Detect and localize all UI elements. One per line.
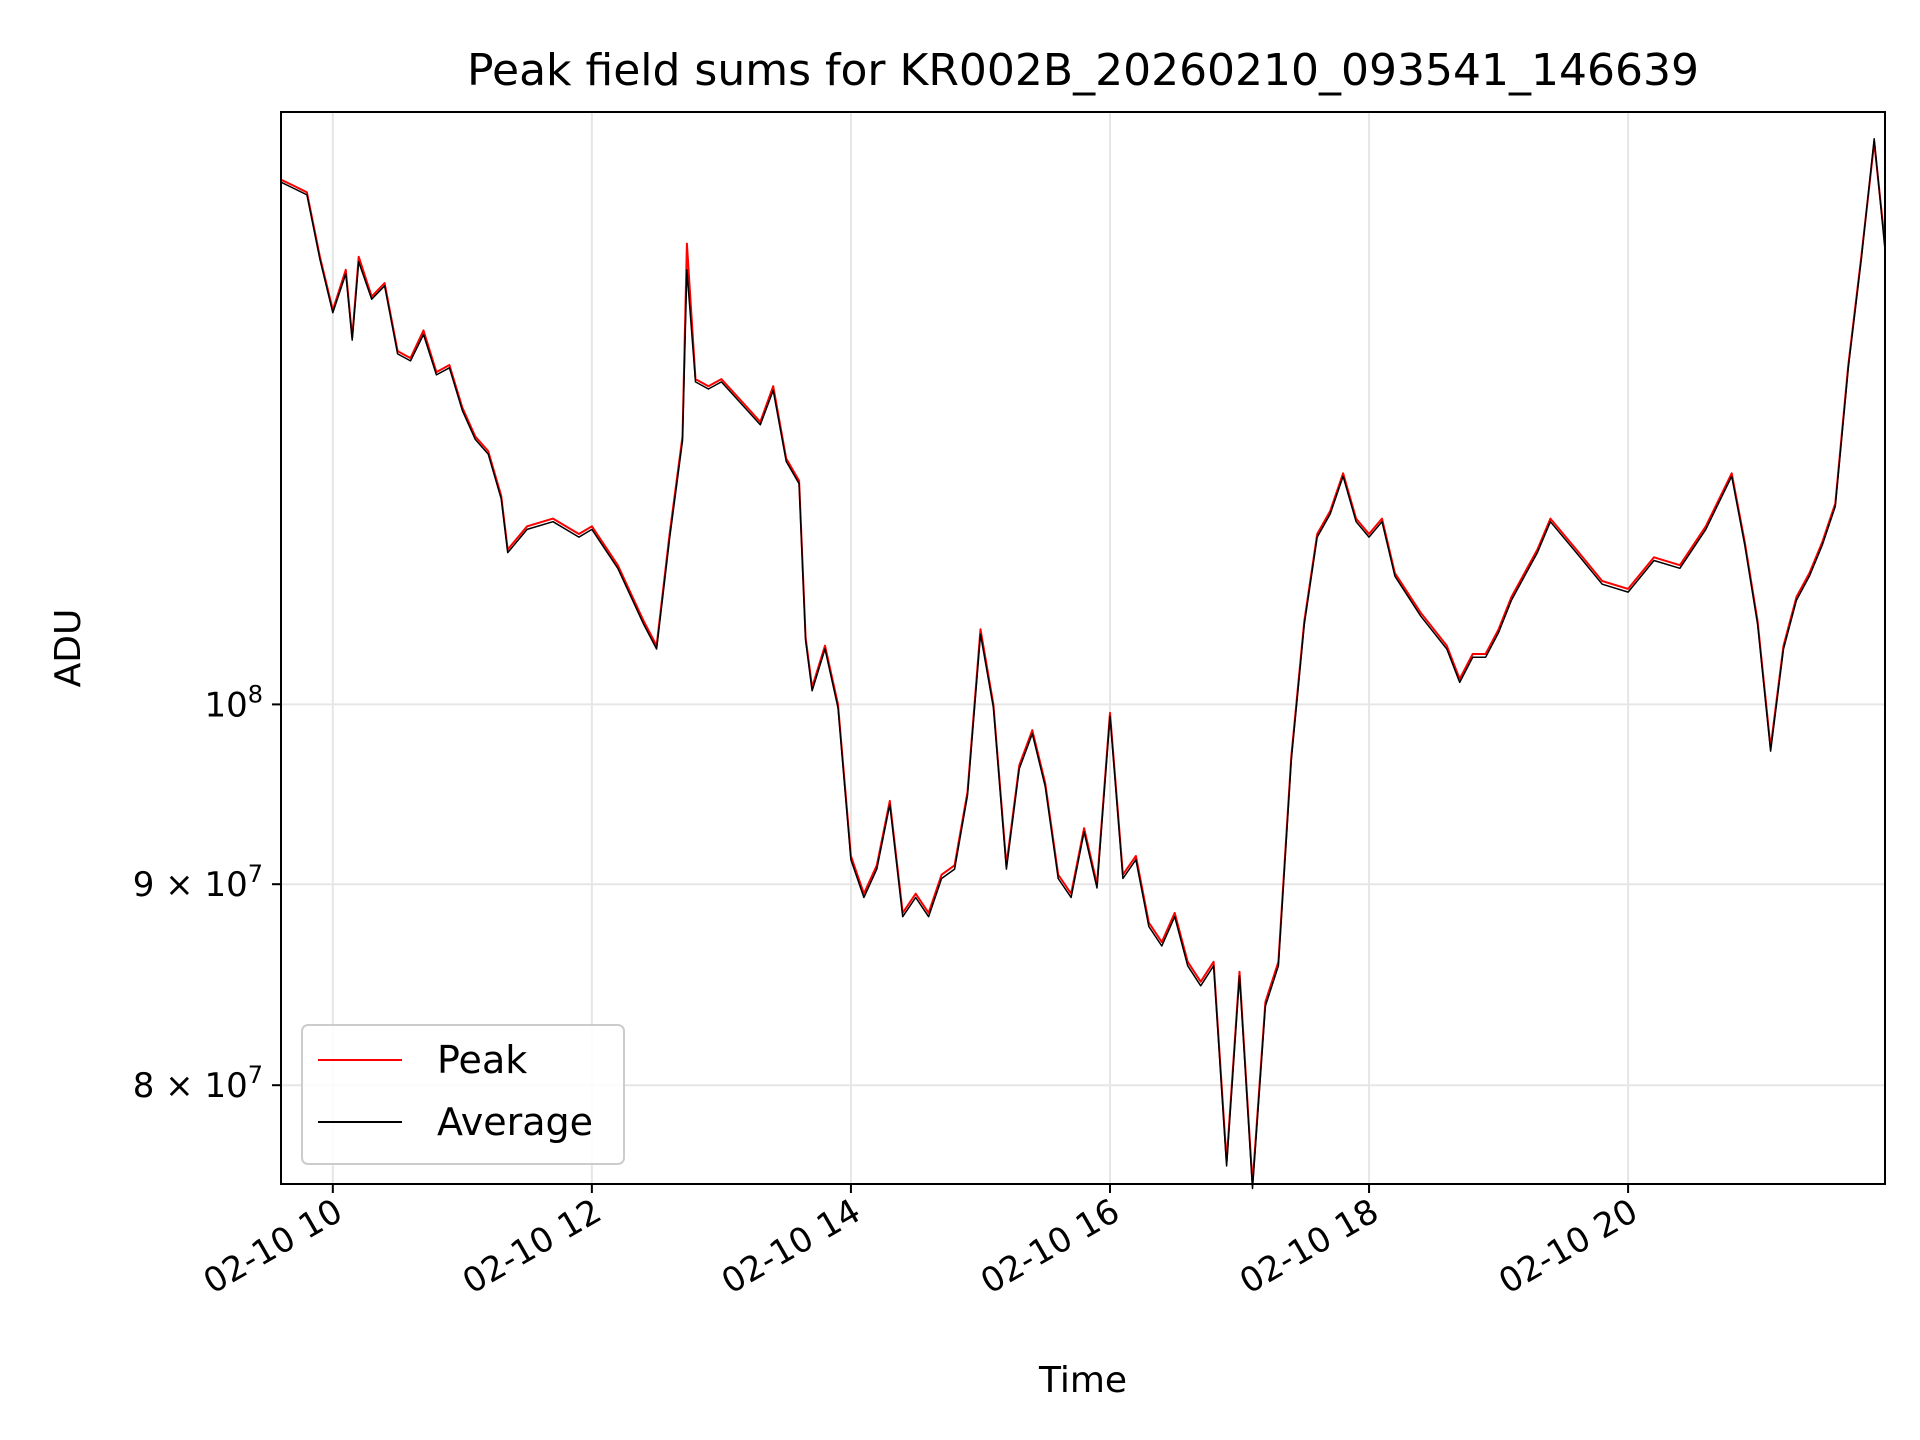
y-tick-base: 10 [204, 865, 247, 905]
legend-label-peak: Peak [437, 1038, 527, 1082]
y-tick-exponent: 8 [248, 680, 263, 708]
y-axis-label: ADU [48, 609, 89, 688]
y-tick-mantissa: 9 [133, 865, 155, 905]
y-tick-times: × [154, 1066, 204, 1106]
legend: Peak Average [301, 1024, 625, 1165]
y-tick-exponent: 7 [248, 860, 263, 888]
y-tick-label: 8 × 107 [133, 1061, 263, 1106]
y-tick-label: 108 [204, 680, 263, 725]
y-tick-base: 10 [204, 1066, 247, 1106]
legend-label-average: Average [437, 1100, 593, 1144]
y-tick-base: 10 [204, 685, 247, 725]
grid [281, 112, 1885, 1184]
series-line-average [280, 137, 1886, 1190]
plot-lines [280, 137, 1886, 1190]
y-tick-mantissa: 8 [133, 1066, 155, 1106]
y-tick-label: 9 × 107 [133, 860, 263, 905]
plot-frame [280, 111, 1886, 1185]
x-axis-label: Time [1038, 1360, 1127, 1401]
y-tick-times: × [154, 865, 204, 905]
y-tick-exponent: 7 [248, 1061, 263, 1089]
chart-title: Peak field sums for KR002B_20260210_0935… [467, 45, 1699, 96]
